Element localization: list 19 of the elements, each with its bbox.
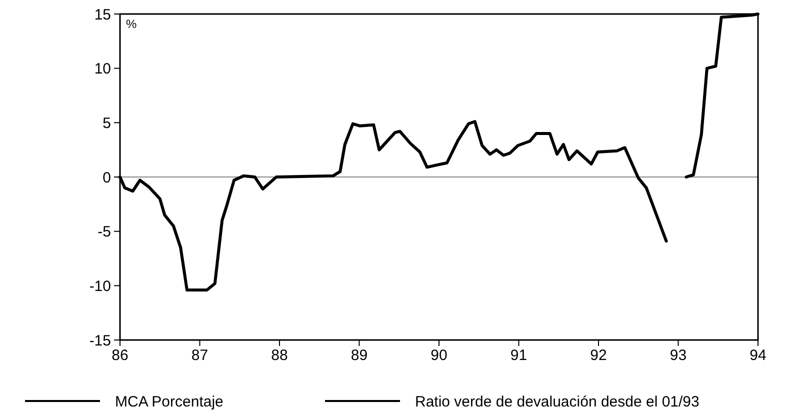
y-tick-label: 15 (94, 6, 111, 24)
x-tick-label: 89 (350, 347, 368, 364)
y-tick-label: -10 (89, 278, 111, 295)
x-tick-label: 88 (271, 347, 288, 364)
x-tick-label: 94 (750, 347, 766, 364)
y-tick-label: 5 (102, 114, 111, 132)
legend-label: Ratio verde de devaluación desde el 01/93 (415, 393, 700, 410)
x-tick-label: 91 (510, 347, 528, 364)
x-tick-label: 93 (670, 347, 687, 364)
x-tick-label: 86 (112, 347, 128, 364)
y-tick-label: 0 (102, 169, 111, 186)
y-tick-label: -5 (98, 224, 111, 241)
x-tick-label: 92 (590, 347, 607, 364)
legend-label: MCA Porcentaje (115, 393, 224, 410)
x-tick-label: 90 (430, 347, 448, 364)
y-tick-label: 10 (94, 60, 111, 78)
y-axis-title: % (126, 17, 137, 31)
x-tick-label: 87 (191, 347, 208, 364)
y-tick-label: -15 (89, 332, 111, 350)
